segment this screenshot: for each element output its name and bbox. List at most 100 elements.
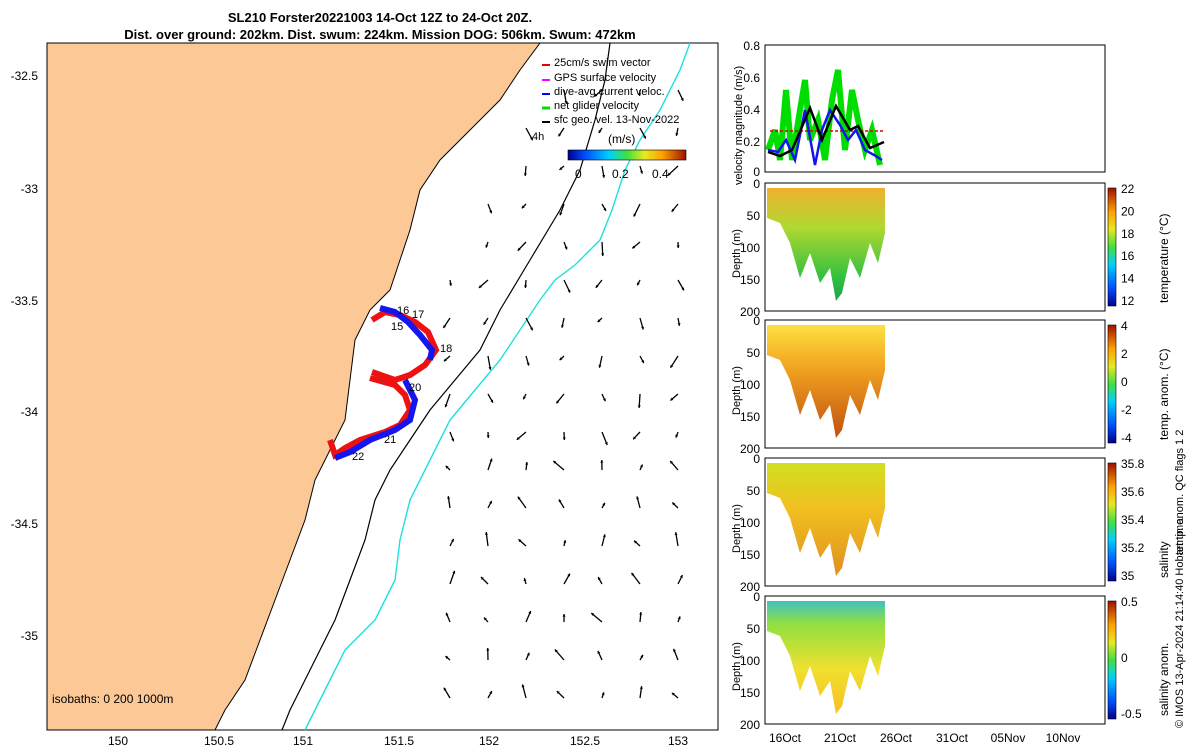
velocity-arrow xyxy=(518,538,527,547)
velocity-arrow xyxy=(639,127,647,139)
lat-tick: -34.5 xyxy=(11,517,39,531)
y-axis-label: Depth (m) xyxy=(731,642,743,691)
velocity-arrow xyxy=(601,241,605,257)
colorbar-title: (m/s) xyxy=(608,132,635,146)
isobath-200m xyxy=(281,42,611,731)
y-tick: 150 xyxy=(740,686,760,700)
velocity-arrow xyxy=(485,241,489,248)
colorbar-tick: 35.8 xyxy=(1121,457,1145,471)
map-legend: 25cm/s swim vector GPS surface velocity … xyxy=(542,57,679,126)
y-tick: 100 xyxy=(740,516,760,530)
velocity-arrow xyxy=(486,431,490,439)
colorbar-label: temperature (°C) xyxy=(1157,214,1171,304)
velocity-arrow xyxy=(525,652,530,661)
y-tick: 0 xyxy=(753,314,760,328)
velocity-arrow xyxy=(560,317,565,328)
y-tick: 100 xyxy=(740,378,760,392)
colorbar-tick: 0 xyxy=(1121,375,1128,389)
velocity-arrow xyxy=(523,165,527,177)
velocity-arrow xyxy=(445,655,451,661)
velocity-arrow xyxy=(563,241,568,250)
velocity-arrow xyxy=(639,611,643,623)
velocity-arrow xyxy=(563,279,571,293)
velocity-arrow xyxy=(674,532,679,547)
colorbar xyxy=(1107,324,1117,444)
colorbar-tick: 0.5 xyxy=(1121,595,1138,609)
velocity-arrow xyxy=(487,500,493,509)
time-tick: 10Nov xyxy=(1046,731,1081,745)
velocity-arrow xyxy=(636,279,641,286)
velocity-arrow xyxy=(672,648,679,661)
profile-data xyxy=(767,601,885,714)
lat-tick: -34 xyxy=(21,405,39,419)
velocity-arrow xyxy=(444,393,451,408)
velocity-arrow xyxy=(559,355,565,361)
colorbar-tick: 35.6 xyxy=(1121,485,1145,499)
legend-label: 25cm/s swim vector xyxy=(554,57,651,69)
velocity-arrow xyxy=(554,648,565,661)
y-tick: 0 xyxy=(753,452,760,466)
velocity-arrow xyxy=(667,165,679,177)
y-tick: 50 xyxy=(747,622,761,636)
legend-label: GPS surface velocity xyxy=(554,72,657,84)
velocity-arrow xyxy=(601,203,607,212)
profile-data xyxy=(767,463,885,576)
velocity-arrow xyxy=(559,203,565,216)
velocity-arrow xyxy=(671,692,679,699)
time-tick: 21Oct xyxy=(824,731,857,745)
colorbar-tick: 2 xyxy=(1121,347,1128,361)
velocity-arrow xyxy=(517,496,527,509)
velocity-arrow xyxy=(675,127,679,136)
time-axis-ticks: 16Oct 21Oct 26Oct 31Oct 05Nov 10Nov xyxy=(769,731,1080,745)
velocity-arrow xyxy=(445,612,451,623)
y-tick: 50 xyxy=(747,209,761,223)
velocity-arrow xyxy=(595,279,603,289)
y-tick: 100 xyxy=(740,654,760,668)
velocity-arrow xyxy=(563,540,567,547)
lon-tick: 150.5 xyxy=(204,734,234,748)
colorbar-tick: -2 xyxy=(1121,403,1132,417)
section-panel-1: 0 50 100 150 200 Depth (m) 22 20 18 16 14 12 tempera… xyxy=(731,177,1171,319)
lon-ticks: 150 150.5 151 151.5 152 152.5 153 xyxy=(108,734,688,748)
lon-tick: 151.5 xyxy=(384,734,414,748)
y-tick: 50 xyxy=(747,346,761,360)
copyright: © IMOS 13-Apr-2024 21:14:40 Hobart time. xyxy=(1174,516,1186,728)
velocity-arrow xyxy=(524,279,528,289)
velocity-arrow xyxy=(597,650,603,661)
velocity-arrow xyxy=(557,127,565,137)
colorbar-tick: 0 xyxy=(575,167,582,181)
velocity-arrow xyxy=(677,616,681,623)
time-label: 4h xyxy=(532,131,544,143)
velocity-arrow xyxy=(556,690,565,699)
velocity-arrow xyxy=(443,687,451,699)
velocity-arrow xyxy=(639,317,645,330)
section-panel-4: 0 50 100 150 200 Depth (m) 0.5 0 -0.5 salinity an… xyxy=(731,590,1171,732)
velocity-arrow xyxy=(525,610,532,623)
colorbar xyxy=(1107,187,1117,307)
isobaths-label: isobaths: 0 200 1000m xyxy=(52,692,173,706)
velocity-arrow xyxy=(669,355,679,369)
y-tick: 0 xyxy=(753,177,760,191)
y-tick: 150 xyxy=(740,273,760,287)
colorbar-tick: 16 xyxy=(1121,249,1135,263)
y-tick: 0 xyxy=(753,165,760,179)
lat-tick: -33 xyxy=(21,182,39,196)
y-tick: 150 xyxy=(740,548,760,562)
colorbar-label: salinity xyxy=(1157,541,1171,578)
profile-data xyxy=(767,188,885,301)
velocity-arrow xyxy=(521,684,527,699)
velocity-arrow xyxy=(517,241,527,252)
map-panel: 16 17 15 18 20 21 22 4h 25cm/s swim vect… xyxy=(11,42,719,748)
velocity-arrow xyxy=(449,570,456,585)
velocity-arrow xyxy=(636,496,641,509)
colorbar-tick: -0.5 xyxy=(1121,707,1142,721)
velocity-arrow xyxy=(525,127,534,141)
velocity-panel: 0.8 0.6 0.4 0.2 0 velocity magnitude (m/… xyxy=(733,39,1106,185)
velocity-arrow xyxy=(598,127,603,134)
colorbar-tick: 4 xyxy=(1121,319,1128,333)
colorbar-tick: 0.4 xyxy=(652,167,669,181)
y-tick: 0.2 xyxy=(743,135,760,149)
y-tick: 0.8 xyxy=(743,39,760,53)
velocity-arrow xyxy=(631,572,641,585)
velocity-arrow xyxy=(639,654,644,661)
